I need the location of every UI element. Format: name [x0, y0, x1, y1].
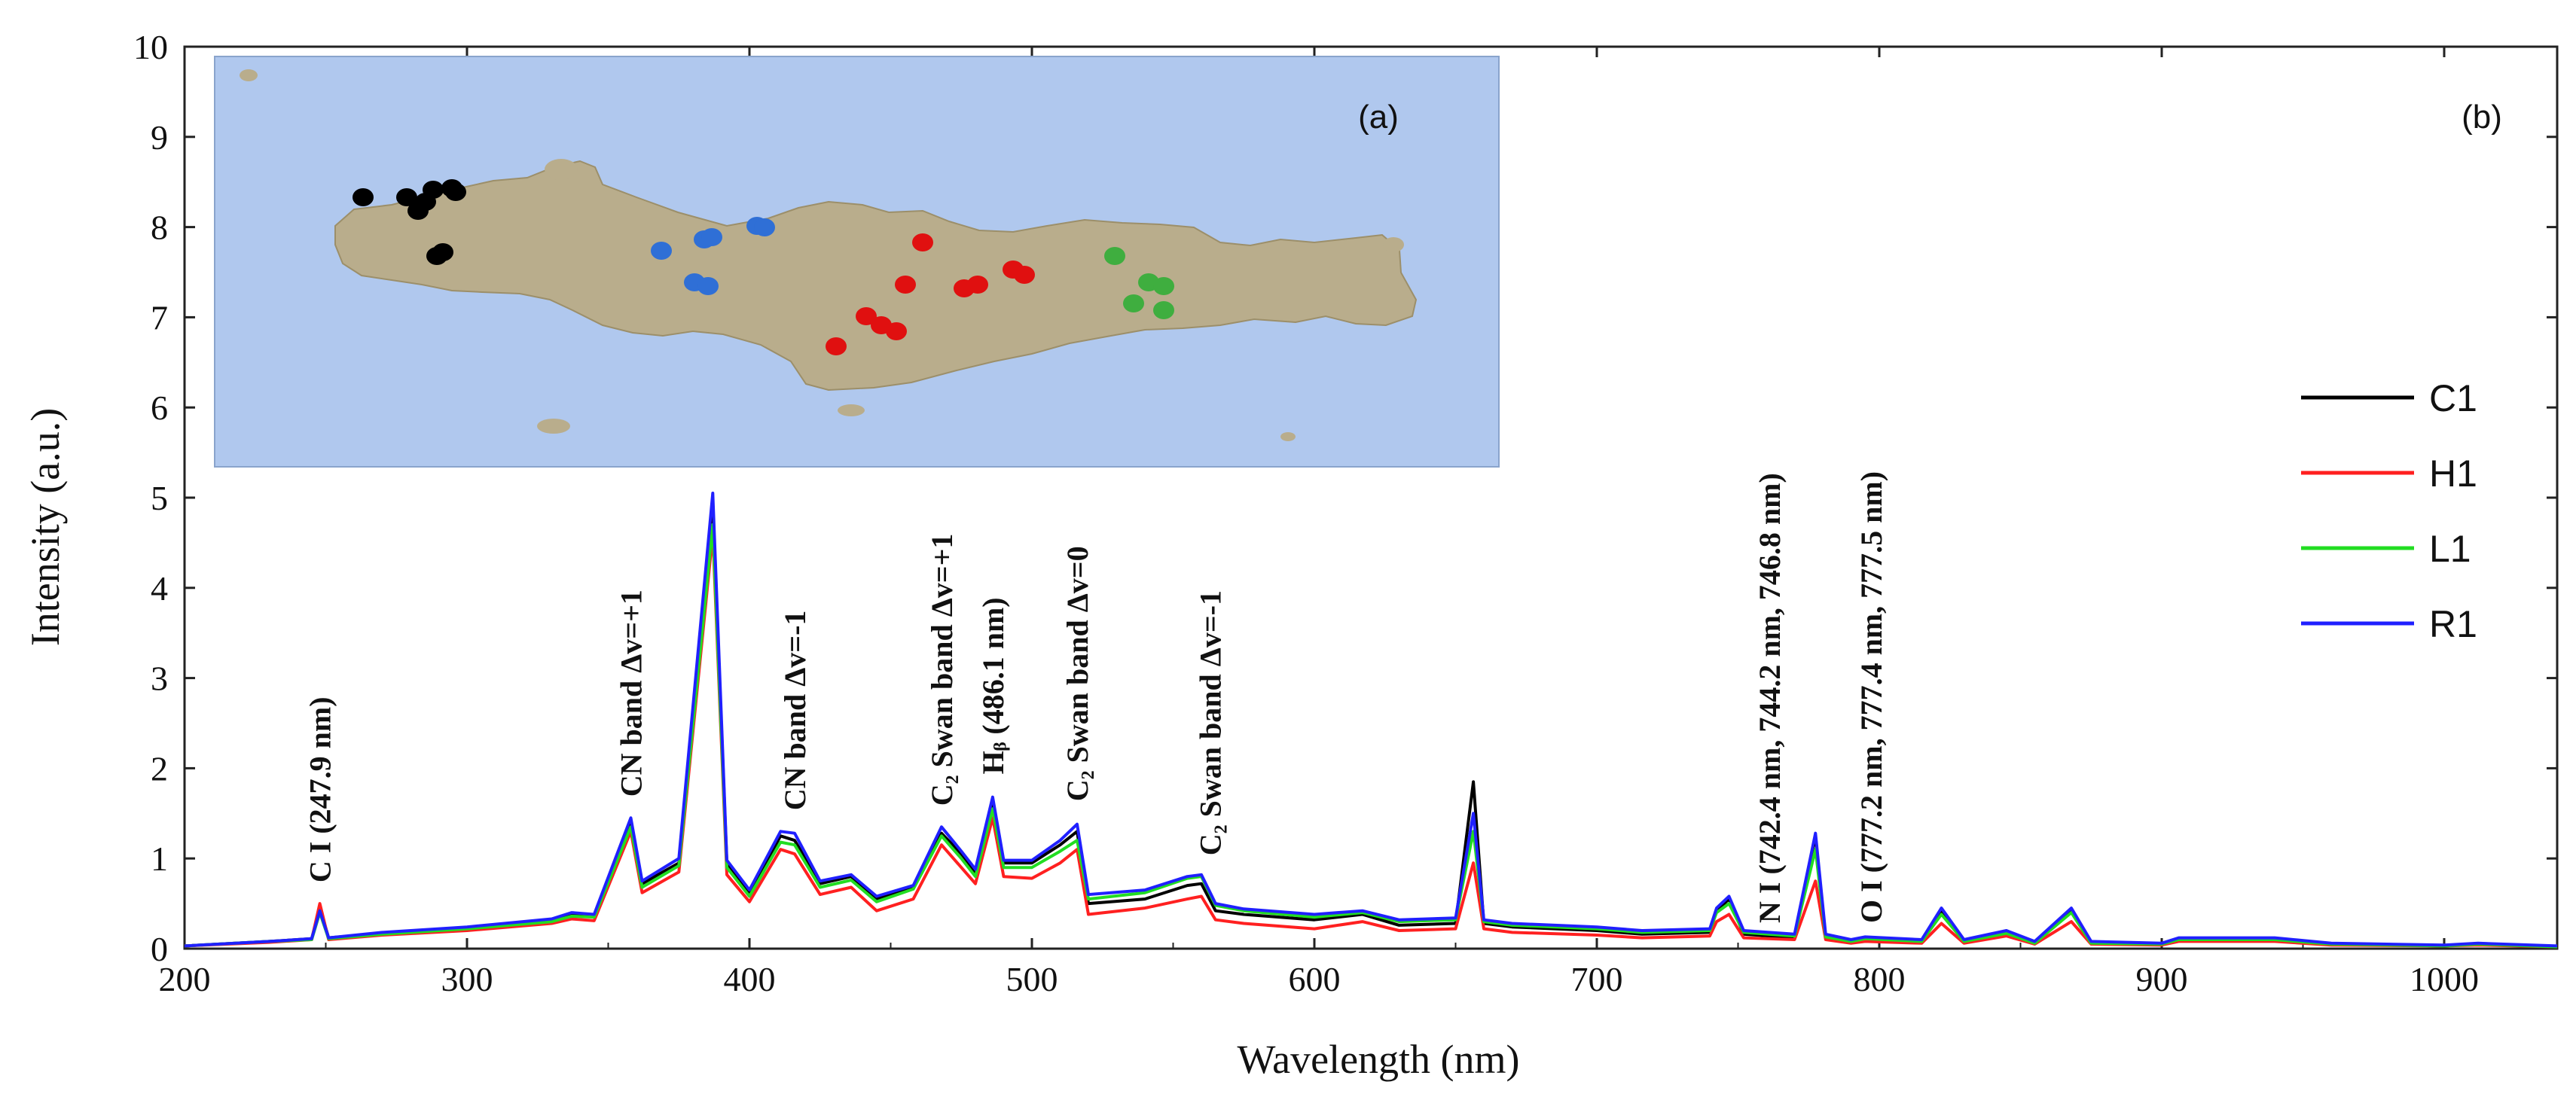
sample-site-dot — [912, 233, 933, 251]
x-tick-label: 600 — [1289, 960, 1341, 998]
sample-site-dot — [701, 228, 722, 246]
annotation-layer: C I (247.9 nm) CN band Δv=+1 CN band Δv=-1… — [304, 471, 1888, 923]
x-tick-label: 200 — [159, 960, 211, 998]
series-line-r1 — [184, 492, 2558, 948]
annotation-ni: N I (742.4 nm, 744.2 nm, 746.8 nm) — [1753, 473, 1787, 923]
y-tick-label: 1 — [151, 839, 168, 878]
sample-site-dot — [826, 337, 847, 355]
legend-label-r1: R1 — [2429, 603, 2477, 645]
y-tick-label: 6 — [151, 388, 168, 427]
inset-panel-label: (a) — [1358, 99, 1399, 136]
x-axis-title: Wavelength (nm) — [1237, 1037, 1519, 1082]
y-tick-label: 8 — [151, 209, 168, 247]
legend-label-h1: H1 — [2429, 452, 2477, 495]
inset-map-island — [334, 160, 1418, 392]
inset-map-islet — [1383, 237, 1404, 252]
sample-site-dot — [1123, 294, 1144, 312]
axes-frame: 200 300 400 500 600 700 800 900 1000 0 1 2 3 4 5 6 7 8 9 10 — [133, 28, 2559, 998]
x-tick-label: 400 — [724, 960, 776, 998]
x-tick-label: 800 — [1854, 960, 1906, 998]
y-tick-label: 7 — [151, 298, 168, 337]
y-tick-label: 10 — [133, 28, 168, 66]
annotation-cn2: CN band Δv=-1 — [778, 611, 812, 811]
panel-label: (b) — [2462, 99, 2502, 136]
series-layer — [184, 492, 2558, 949]
x-tick-label: 500 — [1006, 960, 1058, 998]
y-axis-title: Intensity (a.u.) — [23, 408, 68, 646]
inset-map-crete: (a) — [214, 56, 1500, 468]
annotation-cn1: CN band Δv=+1 — [615, 590, 649, 797]
inset-map-islet — [537, 419, 570, 434]
annotation-ci: C I (247.9 nm) — [304, 696, 337, 882]
x-tick-label: 900 — [2136, 960, 2188, 998]
legend-label-l1: L1 — [2429, 528, 2471, 570]
sample-site-dot — [856, 307, 877, 325]
y-tick-label: 2 — [151, 749, 168, 788]
inset-sample-sites — [353, 179, 1174, 355]
legend: C1 H1 L1 R1 — [2301, 377, 2477, 645]
series-line-c1 — [184, 505, 2558, 949]
annotation-c2c: C₂ Swan band Δv=-1 — [1193, 590, 1227, 855]
annotation-hb: Hᵦ (486.1 nm) — [976, 597, 1010, 774]
inset-map-islet — [545, 159, 578, 180]
y-tick-label: 3 — [151, 660, 168, 698]
sample-site-dot — [895, 276, 916, 294]
annotation-c2b: C₂ Swan band Δv=0 — [1061, 546, 1094, 801]
sample-site-dot — [1104, 247, 1125, 265]
y-tick-label: 0 — [151, 930, 168, 968]
sample-site-dot — [651, 242, 672, 260]
sample-site-dot — [396, 188, 417, 206]
inset-map-islet — [240, 69, 258, 81]
inset-map-islet — [838, 404, 865, 416]
sample-site-dot — [445, 183, 466, 201]
sample-site-dot — [423, 181, 444, 199]
x-tick-label: 300 — [441, 960, 493, 998]
sample-site-dot — [1153, 301, 1174, 319]
annotation-oi: O I (777.2 nm, 777.4 nm, 777.5 nm) — [1854, 471, 1888, 923]
sample-site-dot — [967, 276, 988, 294]
series-line-l1 — [184, 523, 2558, 949]
y-tick-label: 9 — [151, 118, 168, 157]
legend-label-c1: C1 — [2429, 377, 2477, 419]
sample-site-dot — [754, 218, 775, 236]
sample-site-dot — [432, 243, 453, 261]
sample-site-dot — [1014, 266, 1035, 284]
annotation-c2a: C₂ Swan band Δv=+1 — [925, 534, 959, 806]
series-line-h1 — [184, 532, 2558, 949]
sample-site-dot — [697, 277, 719, 295]
sample-site-dot — [886, 322, 907, 340]
x-tick-label: 1000 — [2410, 960, 2479, 998]
x-tick-label: 700 — [1571, 960, 1623, 998]
y-tick-label: 4 — [151, 569, 168, 608]
sample-site-dot — [353, 188, 374, 206]
sample-site-dot — [1153, 277, 1174, 295]
y-tick-label: 5 — [151, 479, 168, 517]
inset-map-islet — [1280, 432, 1296, 441]
